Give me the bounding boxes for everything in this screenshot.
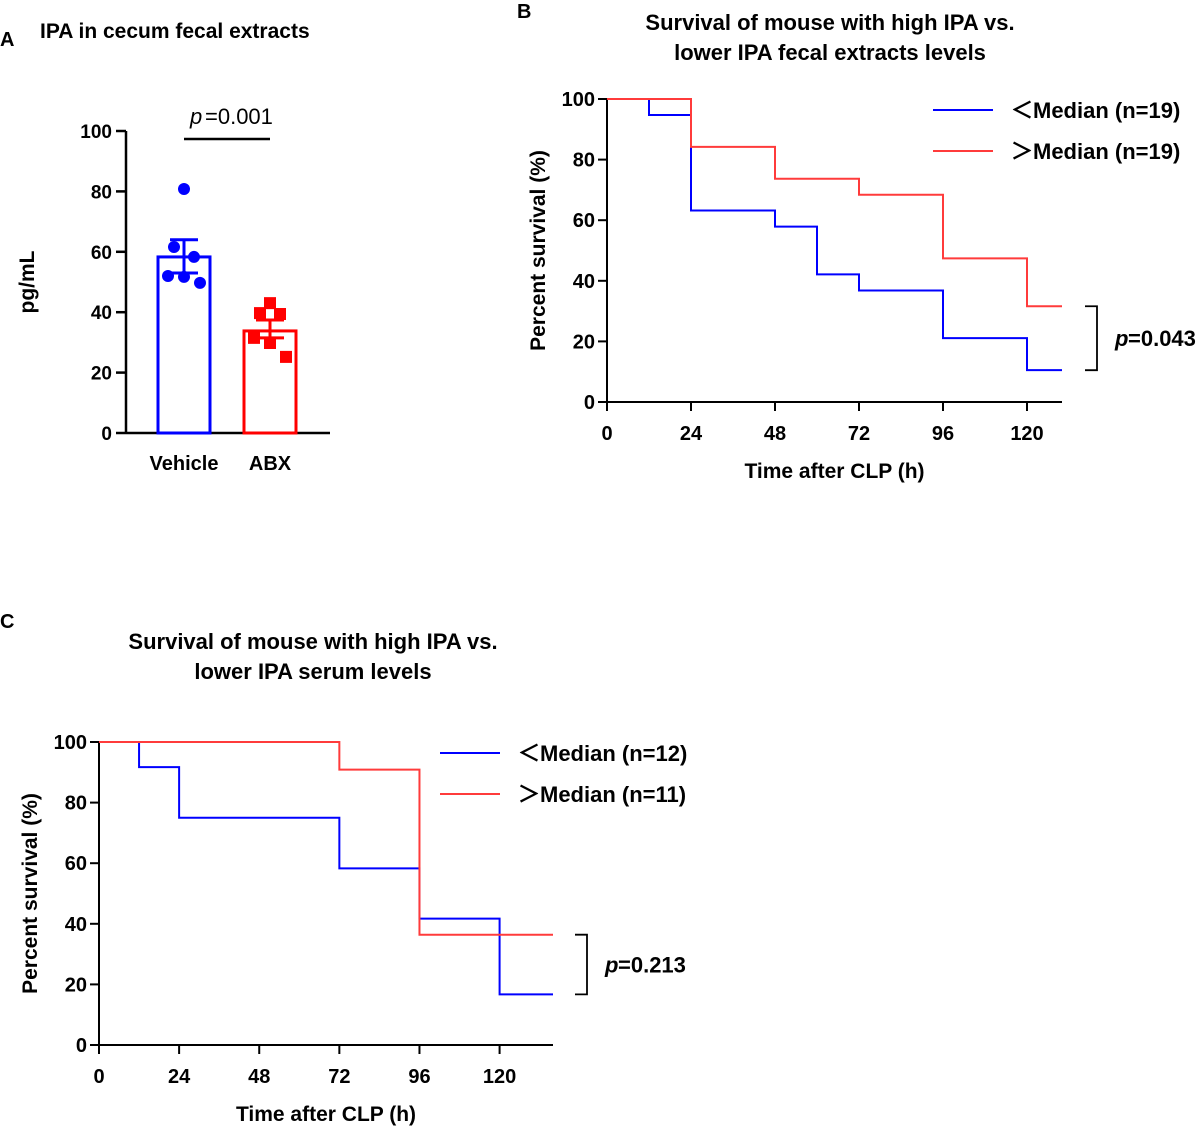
legend-label: ＞Median (n=19) [1011, 139, 1180, 164]
data-point [194, 276, 206, 289]
y-tick-label: 80 [573, 150, 595, 172]
data-point [178, 270, 190, 283]
data-point [274, 308, 286, 321]
y-tick-label: 100 [54, 732, 87, 754]
data-point [188, 250, 200, 263]
y-tick-label: 0 [584, 392, 595, 414]
y-axis-label: Percent survival (%) [527, 150, 550, 351]
x-tick-label: 24 [680, 423, 703, 445]
data-point [280, 350, 292, 363]
legend-label: ＜Median (n=12) [518, 741, 687, 766]
y-tick-label: 60 [573, 210, 595, 232]
p-value: =0.213 [618, 953, 686, 978]
p-value-prefix: p [189, 104, 202, 129]
data-point [162, 269, 174, 282]
y-axis-label: Percent survival (%) [19, 793, 42, 994]
survival-curve-series-1 [607, 98, 1062, 372]
panel-label-a: A [0, 29, 14, 51]
x-tick-label: 72 [848, 423, 870, 445]
y-tick-label: 20 [573, 331, 595, 353]
p-value: =0.043 [1128, 326, 1196, 351]
x-tick-label: 24 [168, 1066, 191, 1088]
survival-curve-series-1 [99, 741, 553, 996]
data-point [254, 307, 266, 320]
x-axis-label: Time after CLP (h) [236, 1103, 416, 1126]
x-tick-label: 96 [932, 423, 954, 445]
survival-curve-series-2 [607, 98, 1062, 308]
panel-label-b: B [517, 1, 531, 23]
y-tick-label: 60 [65, 853, 87, 875]
y-tick-label: 40 [573, 271, 595, 293]
y-tick-label: 20 [91, 364, 112, 385]
y-tick-label: 60 [91, 243, 112, 264]
x-tick-label: 48 [248, 1066, 270, 1088]
x-tick-label: 0 [93, 1066, 104, 1088]
x-axis-label: Time after CLP (h) [744, 460, 924, 483]
x-tick-label: 0 [601, 423, 612, 445]
y-tick-label: 0 [101, 424, 112, 445]
x-tick-label: 72 [328, 1066, 350, 1088]
panel-a-title: IPA in cecum fecal extracts [40, 20, 310, 43]
p-value: =0.001 [205, 104, 273, 129]
y-tick-label: 0 [76, 1035, 87, 1057]
x-tick-label: 96 [408, 1066, 430, 1088]
y-tick-label: 80 [91, 182, 112, 203]
y-tick-label: 20 [65, 974, 87, 996]
significance-bracket [575, 933, 588, 996]
panel-title-line1: Survival of mouse with high IPA vs. [645, 10, 1014, 35]
data-point [264, 337, 276, 350]
panel-title-line1: Survival of mouse with high IPA vs. [128, 629, 497, 654]
y-tick-label: 40 [65, 914, 87, 936]
data-point [264, 297, 276, 310]
panel-title-line2: lower IPA serum levels [194, 659, 431, 684]
panel-title-line2: lower IPA fecal extracts levels [674, 40, 986, 65]
data-point [168, 240, 180, 253]
significance-bracket [1085, 305, 1098, 372]
x-tick-label: Vehicle [150, 453, 219, 475]
y-axis-label: pg/mL [16, 250, 39, 313]
p-value-prefix: p [604, 953, 618, 978]
y-tick-label: 100 [80, 122, 112, 143]
p-value-prefix: p [1114, 326, 1128, 351]
survival-curve-series-2 [99, 741, 553, 936]
y-tick-label: 40 [91, 303, 112, 324]
y-tick-label: 100 [562, 89, 595, 111]
data-point [178, 182, 190, 195]
x-tick-label: ABX [249, 453, 292, 475]
x-tick-label: 48 [764, 423, 786, 445]
legend-label: ＜Median (n=19) [1011, 98, 1180, 123]
y-tick-label: 80 [65, 793, 87, 815]
panel-label-c: C [0, 611, 14, 633]
x-tick-label: 120 [483, 1066, 516, 1088]
x-tick-label: 120 [1010, 423, 1043, 445]
data-point [248, 331, 260, 344]
legend-label: ＞Median (n=11) [518, 782, 686, 807]
